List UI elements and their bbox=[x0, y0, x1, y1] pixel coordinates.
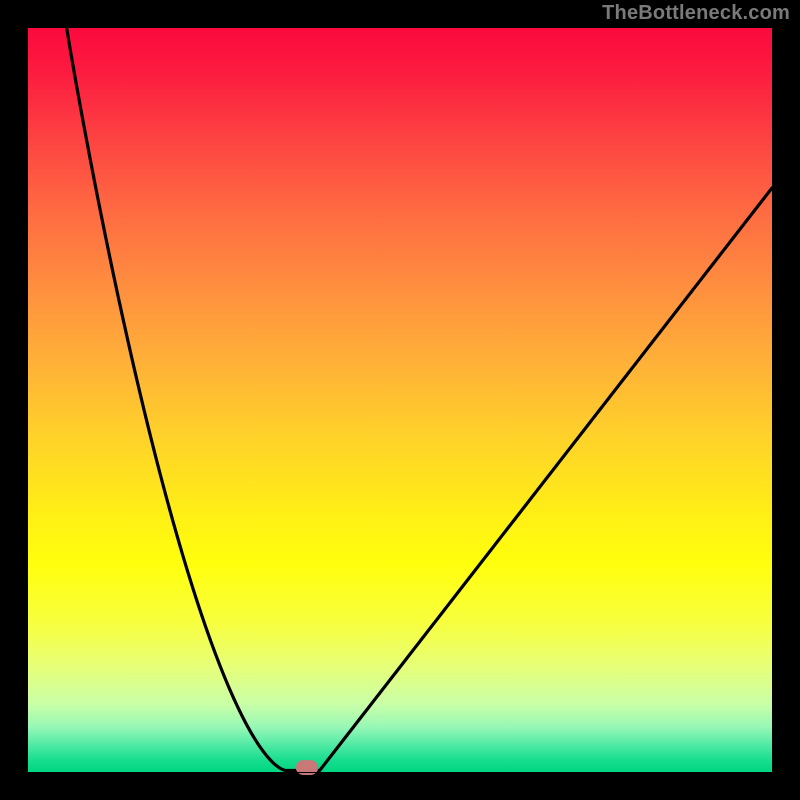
gradient-background bbox=[28, 28, 772, 772]
chart-container: TheBottleneck.com bbox=[0, 0, 800, 800]
bottleneck-chart-svg bbox=[0, 0, 800, 800]
watermark-text: TheBottleneck.com bbox=[602, 2, 790, 25]
